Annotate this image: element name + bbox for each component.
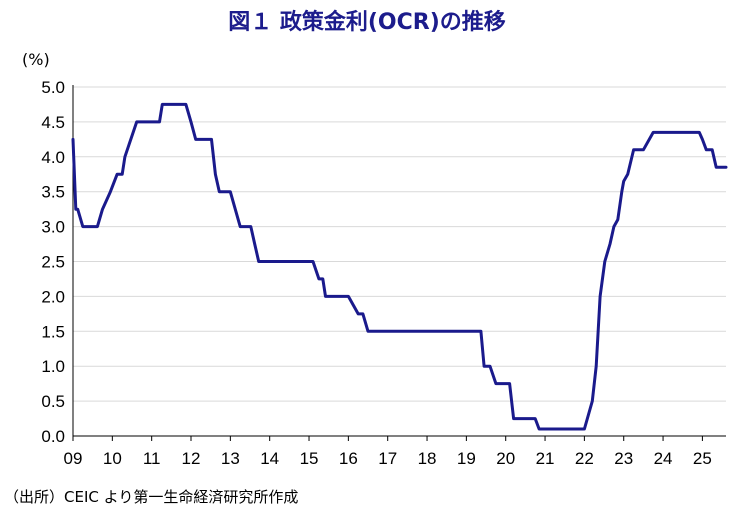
x-tick-label: 21	[536, 449, 555, 468]
x-tick-label: 14	[260, 449, 279, 468]
x-tick-label: 24	[654, 449, 673, 468]
x-tick-label: 10	[103, 449, 122, 468]
y-tick-label: 3.0	[41, 218, 65, 237]
x-tick-label: 16	[339, 449, 358, 468]
y-tick-label: 2.0	[41, 287, 65, 306]
y-tick-label: 1.5	[41, 322, 65, 341]
x-tick-label: 15	[300, 449, 319, 468]
axes	[72, 85, 726, 441]
source-note: （出所）CEIC より第一生命経済研究所作成	[4, 488, 299, 506]
x-tick-label: 13	[221, 449, 240, 468]
y-tick-label: 0.0	[41, 427, 65, 446]
x-tick-label: 20	[496, 449, 515, 468]
x-tick-labels: 09 10 11 12 13 14 15 16 17 18 19 20 21 22 23 24 25	[64, 449, 712, 468]
series	[71, 102, 728, 431]
y-tick-label: 4.0	[41, 148, 65, 167]
x-tick-label: 11	[143, 449, 161, 468]
x-tick-label: 25	[693, 449, 712, 468]
x-tick-label: 09	[64, 449, 83, 468]
x-tick-label: 18	[418, 449, 437, 468]
x-tick-label: 22	[575, 449, 594, 468]
chart-title: 図１ 政策金利(OCR)の推移	[228, 10, 506, 35]
y-axis-unit-label: (%)	[22, 50, 50, 69]
y-tick-label: 1.0	[41, 357, 65, 376]
grid-lines	[73, 86, 726, 402]
y-tick-label: 3.5	[41, 183, 65, 202]
x-tick-label: 23	[614, 449, 633, 468]
series-line-ocr	[71, 102, 728, 431]
y-tick-labels: 0.0 0.5 1.0 1.5 2.0 2.5 3.0 3.5 4.0 4.5 5.0	[41, 78, 65, 446]
x-tick-label: 19	[457, 449, 476, 468]
y-tick-label: 2.5	[41, 253, 65, 272]
y-tick-label: 0.5	[41, 392, 65, 411]
x-tick-label: 17	[378, 449, 397, 468]
x-tick-label: 12	[182, 449, 201, 468]
y-tick-label: 5.0	[41, 78, 65, 97]
y-tick-label: 4.5	[41, 113, 65, 132]
